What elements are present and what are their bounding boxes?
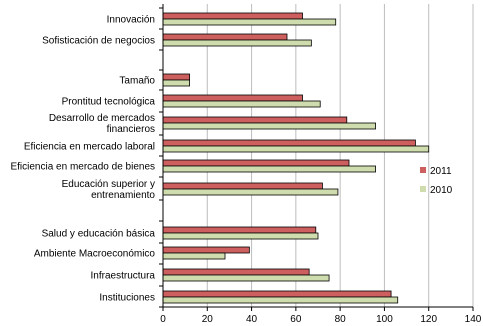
bar-2011-13 [162,290,392,298]
bar-2010-1 [162,39,312,47]
category-label-3: Tamaño [119,76,155,87]
bar-2011-8 [162,182,323,190]
bar-2011-10 [162,226,317,234]
x-tick-label-40: 40 [246,314,258,325]
category-label-0: Innovación [107,15,155,26]
bar-2010-10 [162,232,319,240]
category-label-1: Sofisticación de negocios [42,36,155,47]
category-label-11: Ambiente Macroeconómico [34,249,156,260]
bar-2011-3 [162,73,190,81]
bar-2010-5 [162,122,376,130]
bar-2011-4 [162,94,303,102]
category-label-7: Eficiencia en mercado de bienes [10,162,155,173]
category-label-8: Educación superior y entrenamiento [62,179,156,201]
bar-2010-3 [162,79,190,87]
bar-2010-4 [162,100,321,108]
category-label-13: Instituciones [99,293,155,304]
bar-2010-8 [162,188,339,196]
legend-swatch-2010 [420,186,426,192]
bar-2010-11 [162,252,226,260]
x-tick-label-100: 100 [376,314,393,325]
x-tick-label-80: 80 [335,314,347,325]
bar-2010-6 [162,145,430,153]
bar-2011-1 [162,33,288,41]
x-tick-label-120: 120 [420,314,437,325]
x-tick-label-20: 20 [202,314,214,325]
category-label-4: Prontitud tecnológica [62,97,156,108]
bar-2010-0 [162,18,337,26]
category-label-12: Infraestructura [91,271,156,282]
bar-2011-5 [162,116,348,124]
x-tick-label-140: 140 [465,314,482,325]
legend-label-2011: 2011 [430,166,452,177]
category-label-6: Eficiencia en mercado laboral [24,142,155,153]
bar-2010-7 [162,165,376,173]
bar-2011-7 [162,159,350,167]
bar-2011-0 [162,12,303,20]
category-label-10: Salud y educación básica [42,229,156,240]
bar-2010-13 [162,296,399,304]
legend-swatch-2011 [420,167,426,173]
bar-2011-11 [162,246,250,254]
category-label-5: Desarrollo de mercados financieros [49,113,155,135]
bar-2011-12 [162,268,310,276]
x-tick-label-0: 0 [160,314,166,325]
x-tick-label-60: 60 [290,314,302,325]
bar-2011-6 [162,139,416,147]
legend-label-2010: 2010 [430,185,453,196]
bar-2010-12 [162,274,330,282]
